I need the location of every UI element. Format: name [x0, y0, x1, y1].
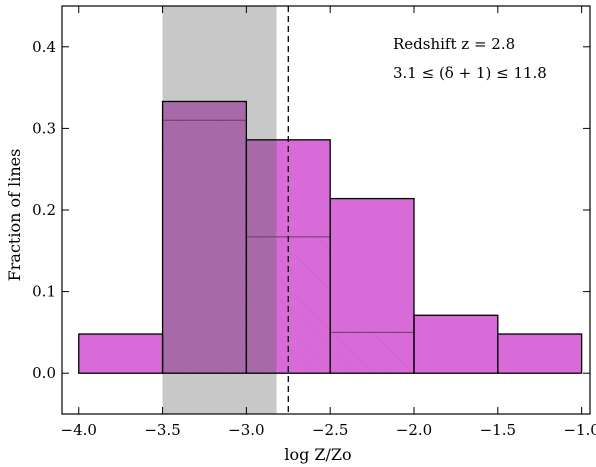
y-axis-label: Fraction of lines	[5, 149, 24, 282]
histogram-bar	[497, 334, 582, 374]
x-tick-label: −1.0	[563, 421, 596, 439]
plot-area: −4.0 −3.5 −3.0 −2.5 −2.0 −1.5 −1.0 0.0 0.1 0.2 0.3…	[32, 5, 596, 439]
histogram-bar	[414, 315, 498, 374]
x-tick-label: −3.0	[228, 421, 264, 439]
secondary-bar-hatch	[162, 120, 247, 374]
x-tick-label: −1.5	[480, 421, 516, 439]
y-tick-label: 0.3	[32, 119, 56, 137]
x-tick-label: −4.0	[61, 421, 97, 439]
histogram-bar	[78, 334, 163, 374]
secondary-bar-hatch	[330, 332, 414, 374]
redshift-annotation: Redshift z = 2.8	[393, 35, 515, 53]
x-tick-label: −2.0	[396, 421, 432, 439]
x-tick-label: −3.5	[144, 421, 180, 439]
y-tick-label: 0.2	[32, 201, 56, 219]
x-tick-label: −2.5	[312, 421, 348, 439]
histogram-bar-outline	[329, 197, 415, 374]
y-tick-label: 0.1	[32, 283, 56, 301]
y-tick-label: 0.0	[32, 364, 56, 382]
y-tick-label: 0.4	[32, 38, 56, 56]
overdensity-annotation: 3.1 ≤ (δ + 1) ≤ 11.8	[393, 64, 547, 82]
x-axis-label: log Z/Zo	[284, 445, 351, 464]
histogram-bar-outline	[497, 333, 583, 374]
